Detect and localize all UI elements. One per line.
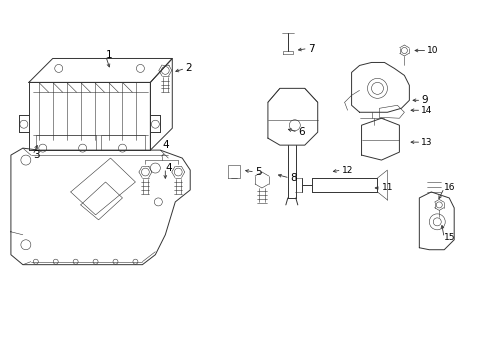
- Text: 1: 1: [105, 50, 112, 60]
- Text: 9: 9: [421, 95, 428, 105]
- Text: 10: 10: [427, 46, 439, 55]
- Text: 3: 3: [33, 150, 40, 160]
- Text: 7: 7: [308, 44, 315, 54]
- Text: 13: 13: [421, 138, 433, 147]
- Text: 14: 14: [421, 106, 433, 115]
- Text: 2: 2: [185, 63, 192, 73]
- Text: 4: 4: [162, 140, 169, 150]
- Text: 4: 4: [165, 163, 172, 173]
- Text: 5: 5: [255, 167, 262, 177]
- Text: 15: 15: [444, 233, 456, 242]
- Text: 16: 16: [444, 184, 456, 193]
- Text: 6: 6: [298, 127, 304, 137]
- Text: 11: 11: [382, 184, 393, 193]
- Text: 8: 8: [290, 173, 296, 183]
- Text: 12: 12: [342, 166, 353, 175]
